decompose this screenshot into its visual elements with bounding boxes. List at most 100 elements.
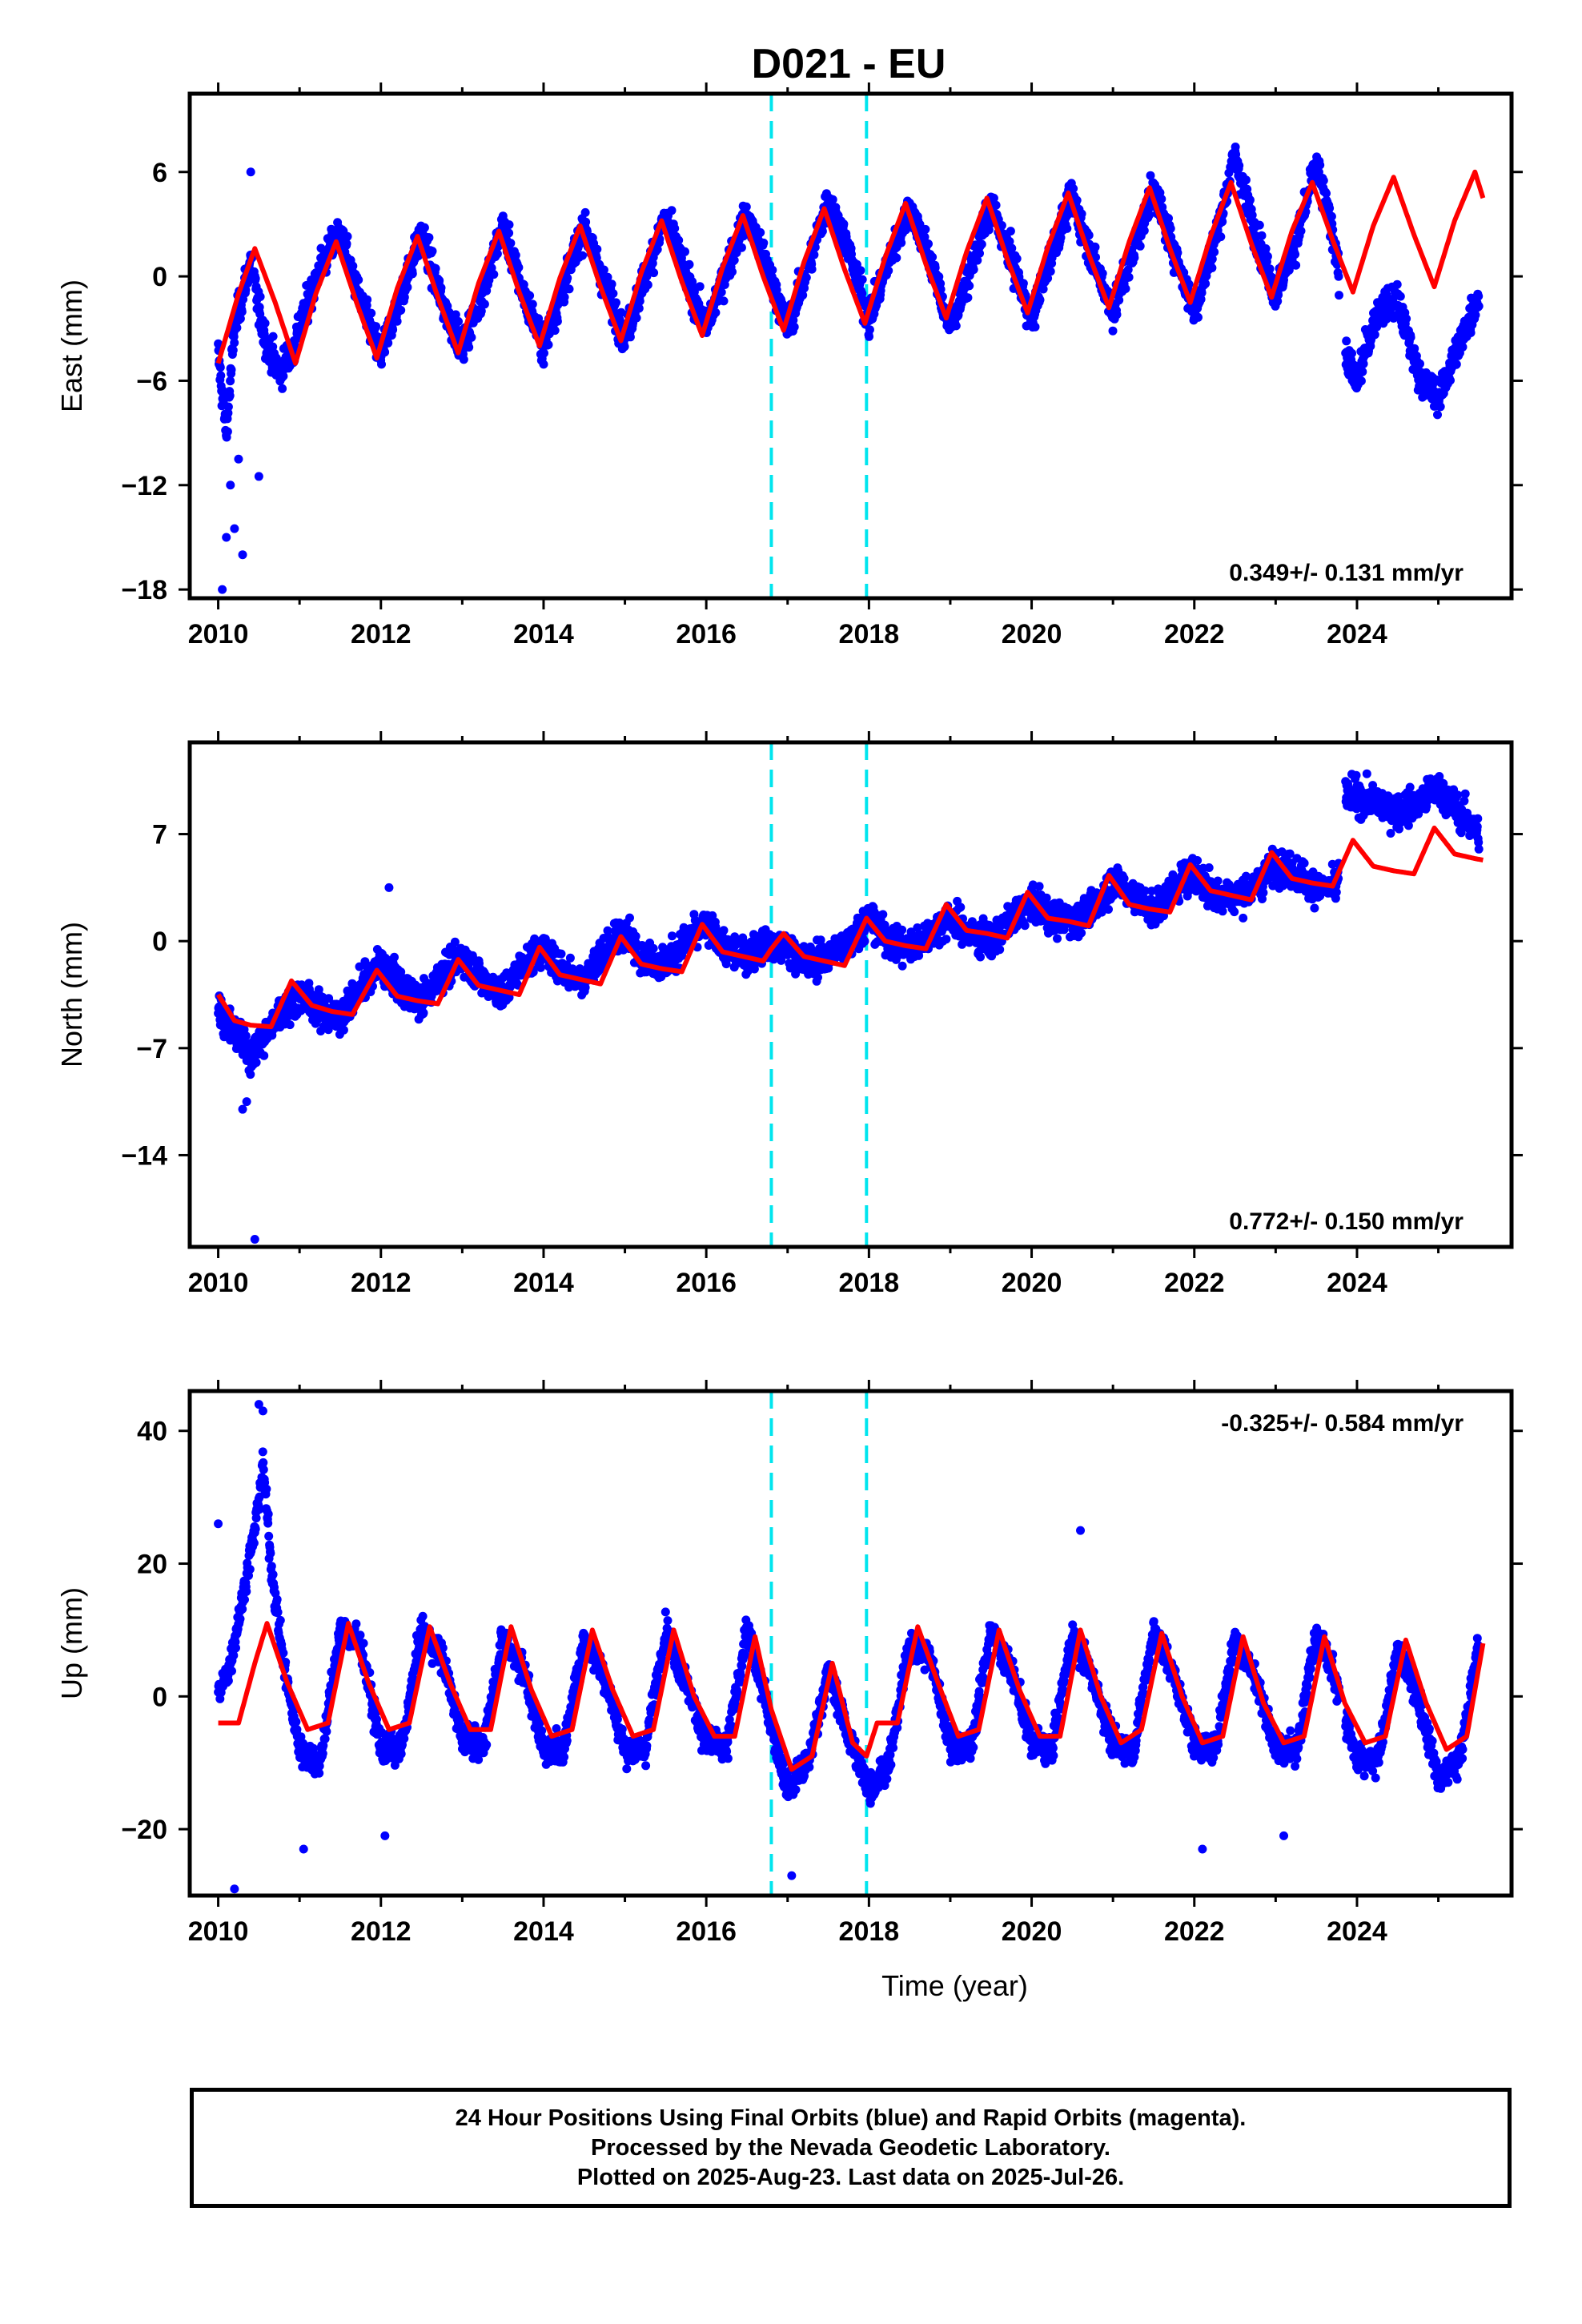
daily-point <box>489 270 499 279</box>
daily-point <box>1245 195 1255 205</box>
daily-point <box>928 252 938 262</box>
daily-point <box>260 319 270 328</box>
daily-point <box>634 304 644 313</box>
daily-point <box>1410 344 1419 353</box>
daily-point <box>649 268 659 278</box>
daily-point <box>1135 241 1145 251</box>
daily-points <box>214 143 1484 442</box>
daily-point <box>798 291 808 300</box>
daily-point <box>342 239 351 248</box>
daily-point <box>1164 214 1173 223</box>
daily-point <box>324 994 334 1003</box>
daily-point <box>464 343 474 352</box>
daily-point <box>951 321 961 331</box>
daily-point <box>1030 322 1040 332</box>
daily-point <box>1007 243 1017 253</box>
x-tick-label: 2022 <box>1164 619 1225 649</box>
daily-point <box>408 269 417 279</box>
daily-point <box>268 332 278 341</box>
y-tick-label: −6 <box>136 366 167 396</box>
x-tick-label: 2010 <box>188 619 249 649</box>
daily-point <box>652 245 662 254</box>
daily-point <box>530 934 540 943</box>
daily-point <box>1210 247 1219 257</box>
daily-point <box>383 338 393 348</box>
daily-point <box>1235 161 1244 171</box>
daily-point <box>1207 255 1217 263</box>
daily-point <box>884 266 893 275</box>
daily-point <box>1231 143 1240 151</box>
daily-point <box>392 316 402 326</box>
daily-point <box>235 314 245 324</box>
daily-point <box>480 300 489 309</box>
daily-point <box>1251 231 1260 240</box>
daily-point <box>1166 223 1175 233</box>
daily-point <box>991 200 1001 210</box>
daily-point <box>756 227 765 237</box>
daily-point <box>737 243 746 252</box>
daily-point <box>1056 233 1066 243</box>
daily-point <box>1012 254 1022 263</box>
daily-point <box>721 959 731 969</box>
daily-point <box>564 284 574 294</box>
daily-point <box>984 225 994 235</box>
panel-frame <box>187 91 1514 601</box>
daily-point <box>828 195 837 204</box>
daily-point <box>459 355 468 364</box>
daily-point <box>1261 244 1271 253</box>
daily-point <box>1291 260 1301 270</box>
daily-point <box>424 233 434 243</box>
daily-point <box>1145 210 1154 219</box>
daily-point <box>1471 310 1480 320</box>
daily-point <box>578 251 587 260</box>
daily-point <box>1347 348 1356 358</box>
daily-point <box>396 305 406 315</box>
daily-point <box>1474 292 1484 301</box>
daily-point <box>390 952 399 962</box>
daily-point <box>625 913 634 923</box>
daily-point <box>436 283 446 292</box>
daily-point <box>921 224 930 234</box>
daily-point <box>563 273 572 283</box>
daily-point <box>506 239 516 248</box>
daily-point <box>632 313 641 323</box>
daily-point <box>1296 226 1306 235</box>
daily-point <box>237 307 247 316</box>
daily-point <box>556 949 566 959</box>
daily-point <box>388 325 398 335</box>
daily-point <box>227 365 236 375</box>
daily-point <box>608 289 618 298</box>
daily-point <box>223 402 233 412</box>
daily-point <box>599 265 608 275</box>
daily-point <box>1319 176 1328 185</box>
daily-point <box>552 316 562 326</box>
daily-point <box>540 348 548 358</box>
daily-point <box>1216 232 1226 242</box>
daily-point <box>1257 231 1267 240</box>
daily-point <box>1130 253 1139 263</box>
daily-point <box>525 291 535 300</box>
figure-title: D021 - EU <box>752 41 946 87</box>
daily-point <box>504 228 514 238</box>
daily-point <box>809 250 819 259</box>
daily-point <box>1194 312 1203 322</box>
daily-point <box>1325 203 1335 213</box>
daily-point <box>1124 272 1134 282</box>
daily-point <box>1452 360 1461 369</box>
daily-point <box>592 244 602 254</box>
daily-point <box>467 332 476 342</box>
outlier-point <box>226 480 235 490</box>
daily-point <box>930 263 940 272</box>
daily-point <box>1173 248 1182 258</box>
daily-point <box>969 265 978 275</box>
daily-point <box>492 249 502 259</box>
y-axis-title: East (mm) <box>55 279 88 412</box>
y-tick-label: −18 <box>121 575 167 605</box>
daily-point <box>255 292 265 301</box>
y-tick-label: 6 <box>152 158 167 188</box>
daily-point <box>729 255 739 265</box>
daily-point <box>897 238 906 247</box>
daily-point <box>1356 376 1366 386</box>
daily-point <box>1207 263 1217 272</box>
